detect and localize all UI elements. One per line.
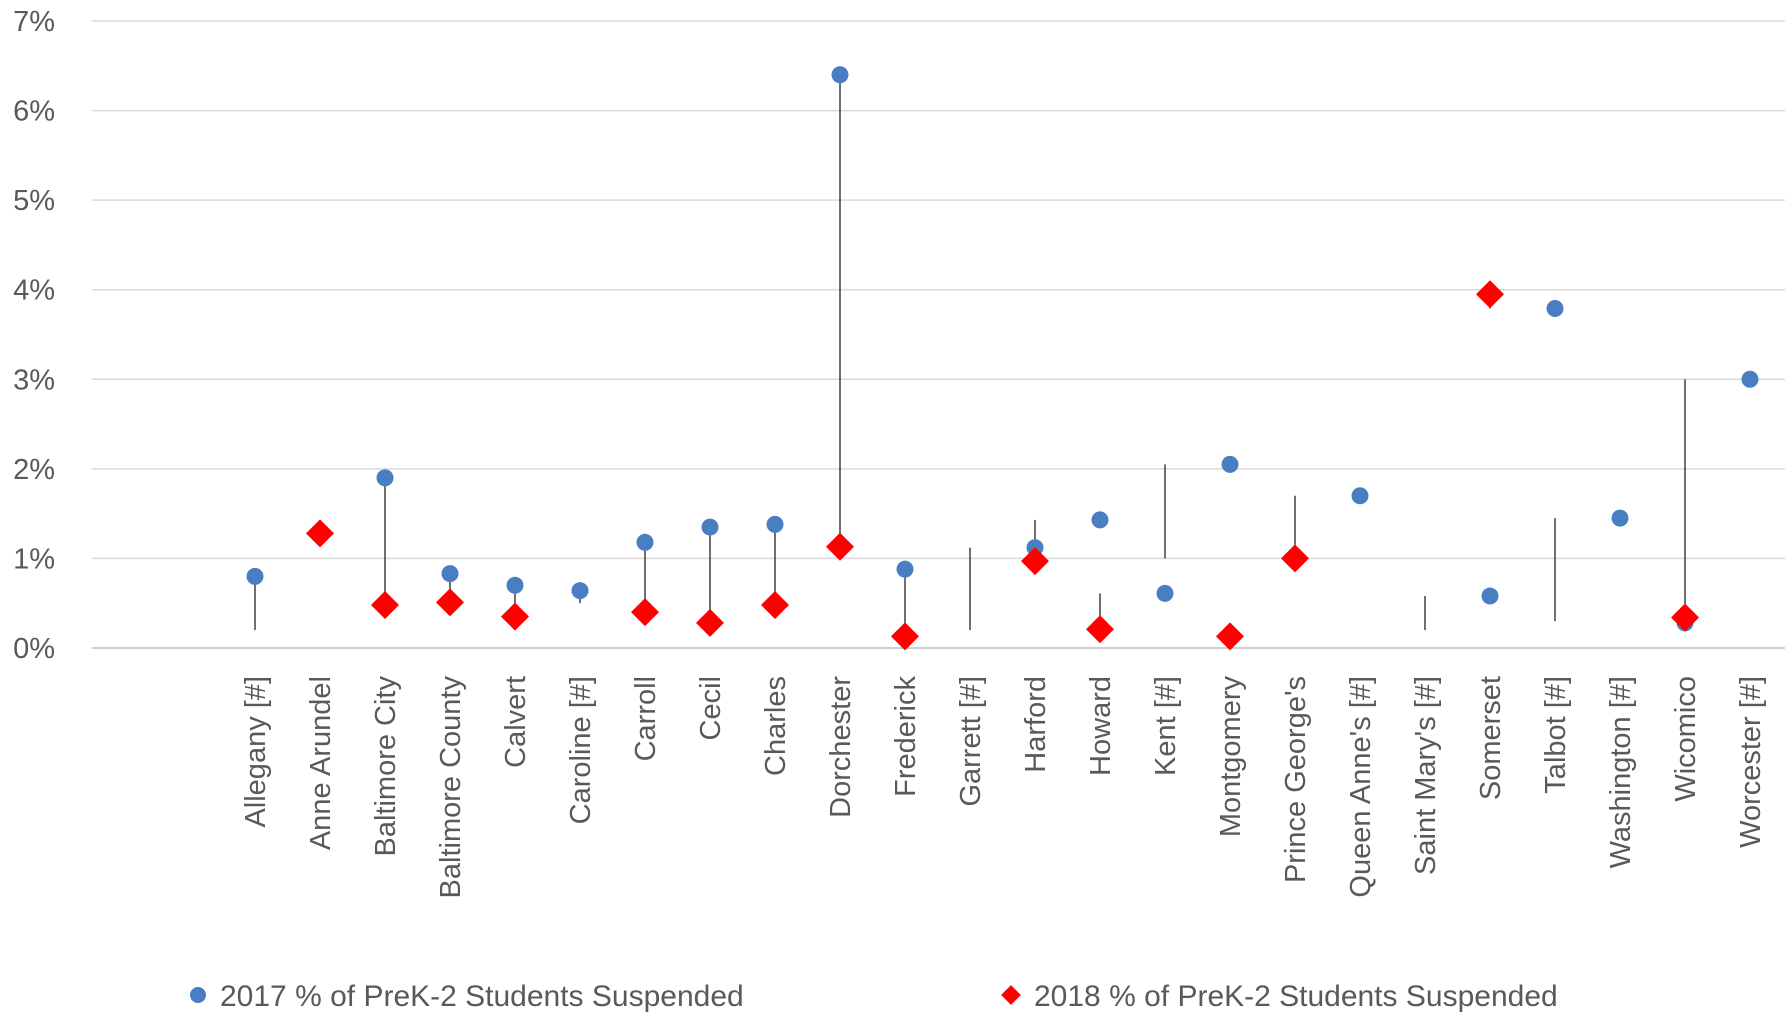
marker-2018: [436, 588, 464, 617]
y-tick-label: 4%: [13, 275, 55, 307]
marker-2018: [1216, 622, 1244, 651]
x-tick-label: Montgomery: [1215, 676, 1247, 838]
marker-2017: [636, 533, 654, 551]
marker-2017: [701, 518, 719, 536]
x-tick-label: Allegany [#]: [240, 676, 272, 828]
legend-marker-2018: [1001, 985, 1021, 1005]
marker-2018: [1281, 544, 1309, 573]
x-tick-label: Calvert: [500, 676, 532, 768]
legend-label-2017: 2017 % of PreK-2 Students Suspended: [220, 980, 744, 1013]
x-tick-label: Prince George's: [1280, 676, 1312, 883]
y-tick-label: 1%: [13, 543, 55, 575]
x-tick-label: Worcester [#]: [1735, 676, 1767, 848]
marker-2018: [891, 622, 919, 651]
legend-label-2018: 2018 % of PreK-2 Students Suspended: [1034, 980, 1558, 1013]
marker-2018: [371, 591, 399, 620]
marker-2017: [1091, 511, 1109, 529]
marker-2017: [1351, 487, 1369, 505]
x-tick-label: Frederick: [890, 676, 922, 797]
marker-2017: [571, 582, 589, 600]
y-tick-label: 3%: [13, 364, 55, 396]
x-tick-label: Howard: [1085, 676, 1117, 776]
legend: 2017 % of PreK-2 Students Suspended 2018…: [190, 980, 1558, 1013]
marker-2018: [501, 602, 529, 631]
marker-2018: [761, 591, 789, 620]
x-tick-label: Saint Mary's [#]: [1410, 676, 1442, 875]
x-tick-label: Dorchester: [825, 676, 857, 818]
marker-2018: [1021, 547, 1049, 576]
x-tick-label: Anne Arundel: [305, 676, 337, 850]
x-tick-label: Carroll: [630, 676, 662, 761]
marker-2017: [376, 469, 394, 487]
marker-2017: [246, 567, 264, 585]
marker-2017: [441, 565, 459, 583]
marker-2017: [1481, 587, 1499, 605]
marker-2018: [1086, 615, 1114, 644]
x-tick-label: Caroline [#]: [565, 676, 597, 824]
y-tick-label: 7%: [13, 6, 55, 38]
marker-2017: [506, 576, 524, 594]
x-tick-label: Somerset: [1475, 676, 1507, 800]
marker-2018: [1671, 603, 1699, 632]
y-axis-tick-labels: 0% 1% 2% 3% 4% 5% 6% 7%: [13, 6, 55, 665]
marker-2018: [826, 532, 854, 561]
x-tick-label: Harford: [1020, 676, 1052, 773]
x-tick-label: Wicomico: [1670, 676, 1702, 802]
marker-2017: [1611, 509, 1629, 527]
marker-2017: [1156, 584, 1174, 602]
data-markers: [246, 66, 1759, 651]
gridlines: [92, 20, 1785, 649]
y-tick-label: 6%: [13, 96, 55, 128]
legend-marker-2017: [190, 987, 206, 1003]
y-tick-label: 5%: [13, 185, 55, 217]
x-tick-label: Washington [#]: [1605, 676, 1637, 868]
marker-2017: [831, 66, 849, 84]
y-tick-label: 0%: [13, 633, 55, 665]
marker-2017: [1741, 370, 1759, 388]
x-tick-label: Baltimore City: [370, 676, 402, 857]
x-tick-label: Garrett [#]: [955, 676, 987, 807]
x-tick-label: Kent [#]: [1150, 676, 1182, 776]
x-tick-label: Queen Anne's [#]: [1345, 676, 1377, 898]
y-tick-label: 2%: [13, 454, 55, 486]
marker-2017: [766, 515, 784, 533]
marker-2017: [1221, 455, 1239, 473]
x-tick-label: Charles: [760, 676, 792, 776]
x-axis-tick-labels: Allegany [#] Anne Arundel Baltimore City Ba…: [240, 676, 1767, 899]
x-tick-label: Cecil: [695, 676, 727, 740]
marker-2017: [1546, 300, 1564, 318]
marker-2017: [896, 560, 914, 578]
x-tick-label: Talbot [#]: [1540, 676, 1572, 794]
connectors: [254, 74, 1686, 637]
marker-2018: [1476, 280, 1504, 309]
x-tick-label: Baltimore County: [435, 676, 467, 899]
marker-2018: [696, 608, 724, 637]
marker-2018: [306, 519, 334, 548]
marker-2018: [631, 598, 659, 627]
